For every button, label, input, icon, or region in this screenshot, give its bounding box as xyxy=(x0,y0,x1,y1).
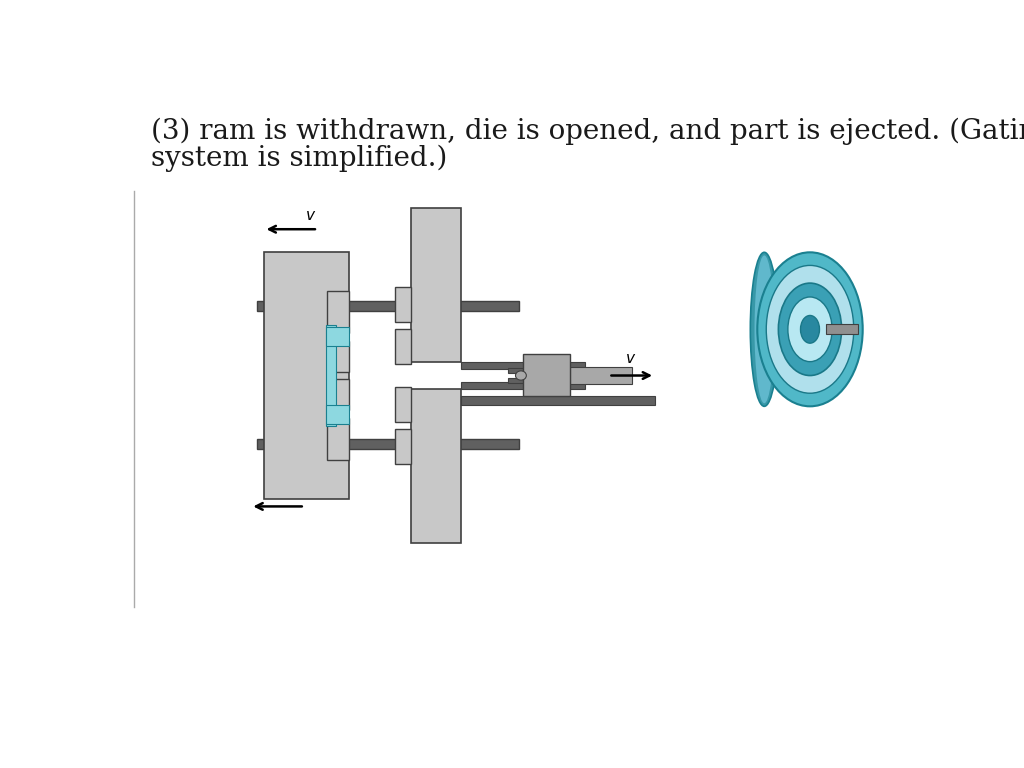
Bar xyxy=(825,324,858,334)
Text: v: v xyxy=(626,351,635,366)
Bar xyxy=(508,378,535,383)
Ellipse shape xyxy=(778,283,842,376)
Bar xyxy=(326,326,337,425)
Ellipse shape xyxy=(755,256,774,403)
Bar xyxy=(326,327,349,346)
Bar xyxy=(411,389,461,544)
Bar xyxy=(523,354,569,396)
Bar xyxy=(257,301,519,311)
Bar xyxy=(263,253,349,498)
Bar xyxy=(508,368,535,373)
Bar xyxy=(328,418,349,460)
Text: v: v xyxy=(305,208,314,223)
Ellipse shape xyxy=(787,297,833,362)
Bar xyxy=(461,382,586,389)
Bar xyxy=(461,396,655,405)
Text: system is simplified.): system is simplified.) xyxy=(152,144,447,172)
Bar xyxy=(395,387,411,422)
Bar xyxy=(411,207,461,362)
Bar xyxy=(461,362,586,369)
Bar xyxy=(257,439,519,449)
Ellipse shape xyxy=(766,266,854,393)
Ellipse shape xyxy=(751,253,778,406)
Bar xyxy=(395,429,411,464)
Text: (3) ram is withdrawn, die is opened, and part is ejected. (Gating: (3) ram is withdrawn, die is opened, and… xyxy=(152,118,1024,145)
Ellipse shape xyxy=(515,371,526,380)
Ellipse shape xyxy=(801,316,819,343)
Bar xyxy=(395,329,411,364)
Bar xyxy=(328,291,349,333)
Ellipse shape xyxy=(758,253,862,406)
Bar xyxy=(569,367,632,384)
Bar xyxy=(326,405,349,424)
Bar xyxy=(328,379,349,410)
Bar xyxy=(328,341,349,372)
Bar xyxy=(395,287,411,322)
